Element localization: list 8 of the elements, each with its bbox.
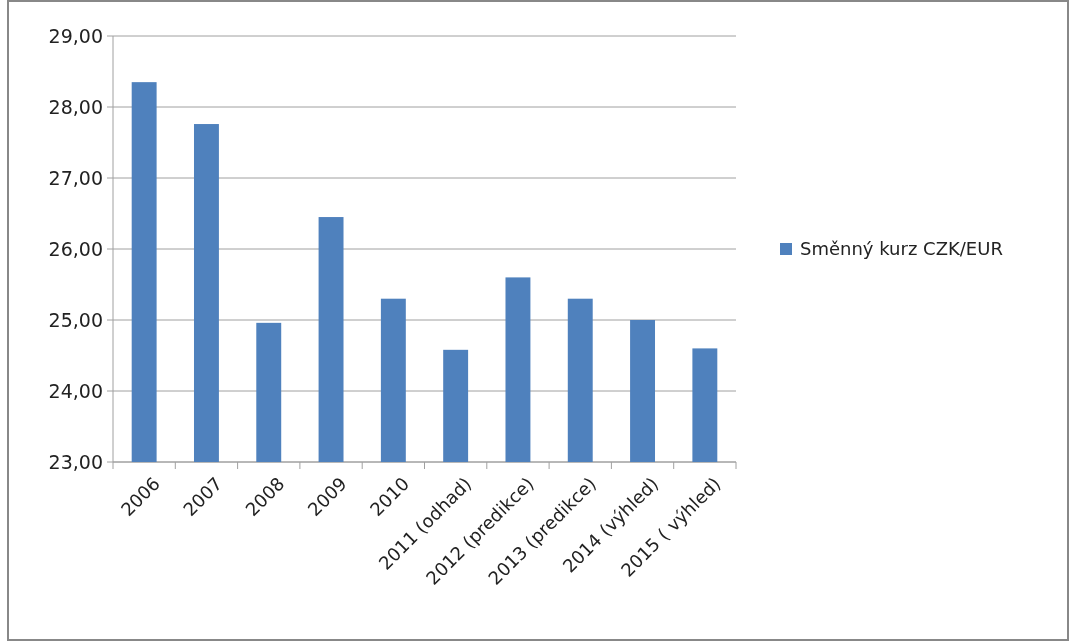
y-tick-label: 23,00	[48, 450, 103, 473]
y-tick-label: 28,00	[48, 95, 103, 118]
y-tick-label: 27,00	[48, 166, 103, 189]
y-tick-label: 25,00	[48, 308, 103, 331]
legend-label: Směnný kurz CZK/EUR	[800, 238, 1003, 260]
y-tick-label: 29,00	[48, 24, 103, 47]
y-tick-label: 24,00	[48, 379, 103, 402]
y-tick-label: 26,00	[48, 237, 103, 260]
